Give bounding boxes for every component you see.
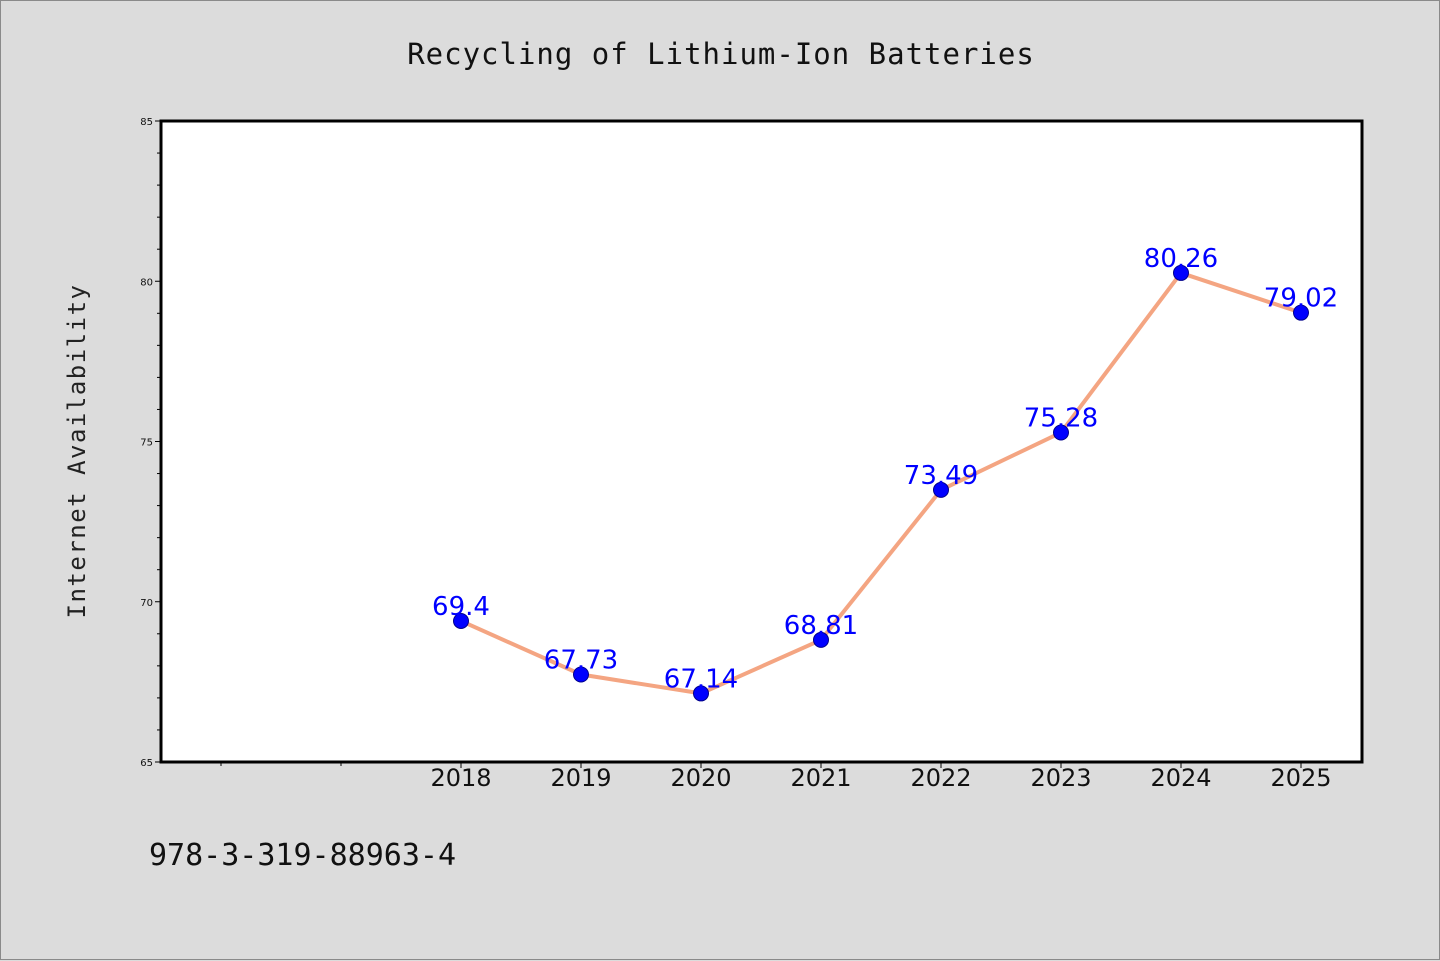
data-label: 80.26: [1144, 244, 1218, 274]
y-axis: 65 70 75 80 85: [140, 117, 161, 769]
data-label: 68.81: [784, 611, 858, 641]
data-label: 67.73: [544, 646, 618, 676]
y-tick-label: 75: [140, 438, 153, 449]
series-group: 69.4 67.73 67.14 68.81 73.49 75.28 80.26 79.02: [432, 244, 1338, 702]
x-tick-label: 2020: [670, 764, 731, 792]
x-tick-label: 2022: [910, 764, 971, 792]
x-tick-label: 2024: [1150, 764, 1211, 792]
x-tick-label: 2021: [790, 764, 851, 792]
x-axis: 2018 2019 2020 2021 2022 2023 2024 2025: [220, 762, 1332, 792]
data-label: 73.49: [904, 461, 978, 491]
y-axis-label: Internet Availability: [63, 284, 91, 619]
chart-title: Recycling of Lithium-Ion Batteries: [407, 37, 1035, 71]
data-label: 67.14: [664, 664, 738, 694]
data-label: 79.02: [1264, 284, 1338, 314]
series-line: [459, 270, 1303, 696]
data-point-marker: [1173, 264, 1189, 281]
footnote-isbn: 978-3-319-88963-4: [149, 838, 456, 873]
x-tick-label: 2023: [1030, 764, 1091, 792]
data-label: 75.28: [1024, 404, 1098, 434]
data-label: 69.4: [432, 592, 490, 622]
data-point-marker: [573, 666, 589, 683]
x-tick-label: 2018: [430, 764, 491, 792]
y-tick-label: 80: [140, 277, 153, 288]
data-point-marker: [813, 631, 829, 648]
x-tick-label: 2019: [550, 764, 611, 792]
data-point-marker: [693, 685, 709, 702]
plot-area: [159, 119, 1364, 764]
data-point-marker: [933, 481, 949, 498]
y-tick-label: 70: [140, 598, 153, 609]
x-tick-label: 2025: [1270, 764, 1331, 792]
data-point-marker: [453, 612, 469, 629]
data-point-marker: [1053, 424, 1069, 441]
y-tick-label: 85: [140, 117, 153, 128]
y-tick-label: 65: [140, 758, 153, 769]
data-point-marker: [1293, 304, 1309, 321]
